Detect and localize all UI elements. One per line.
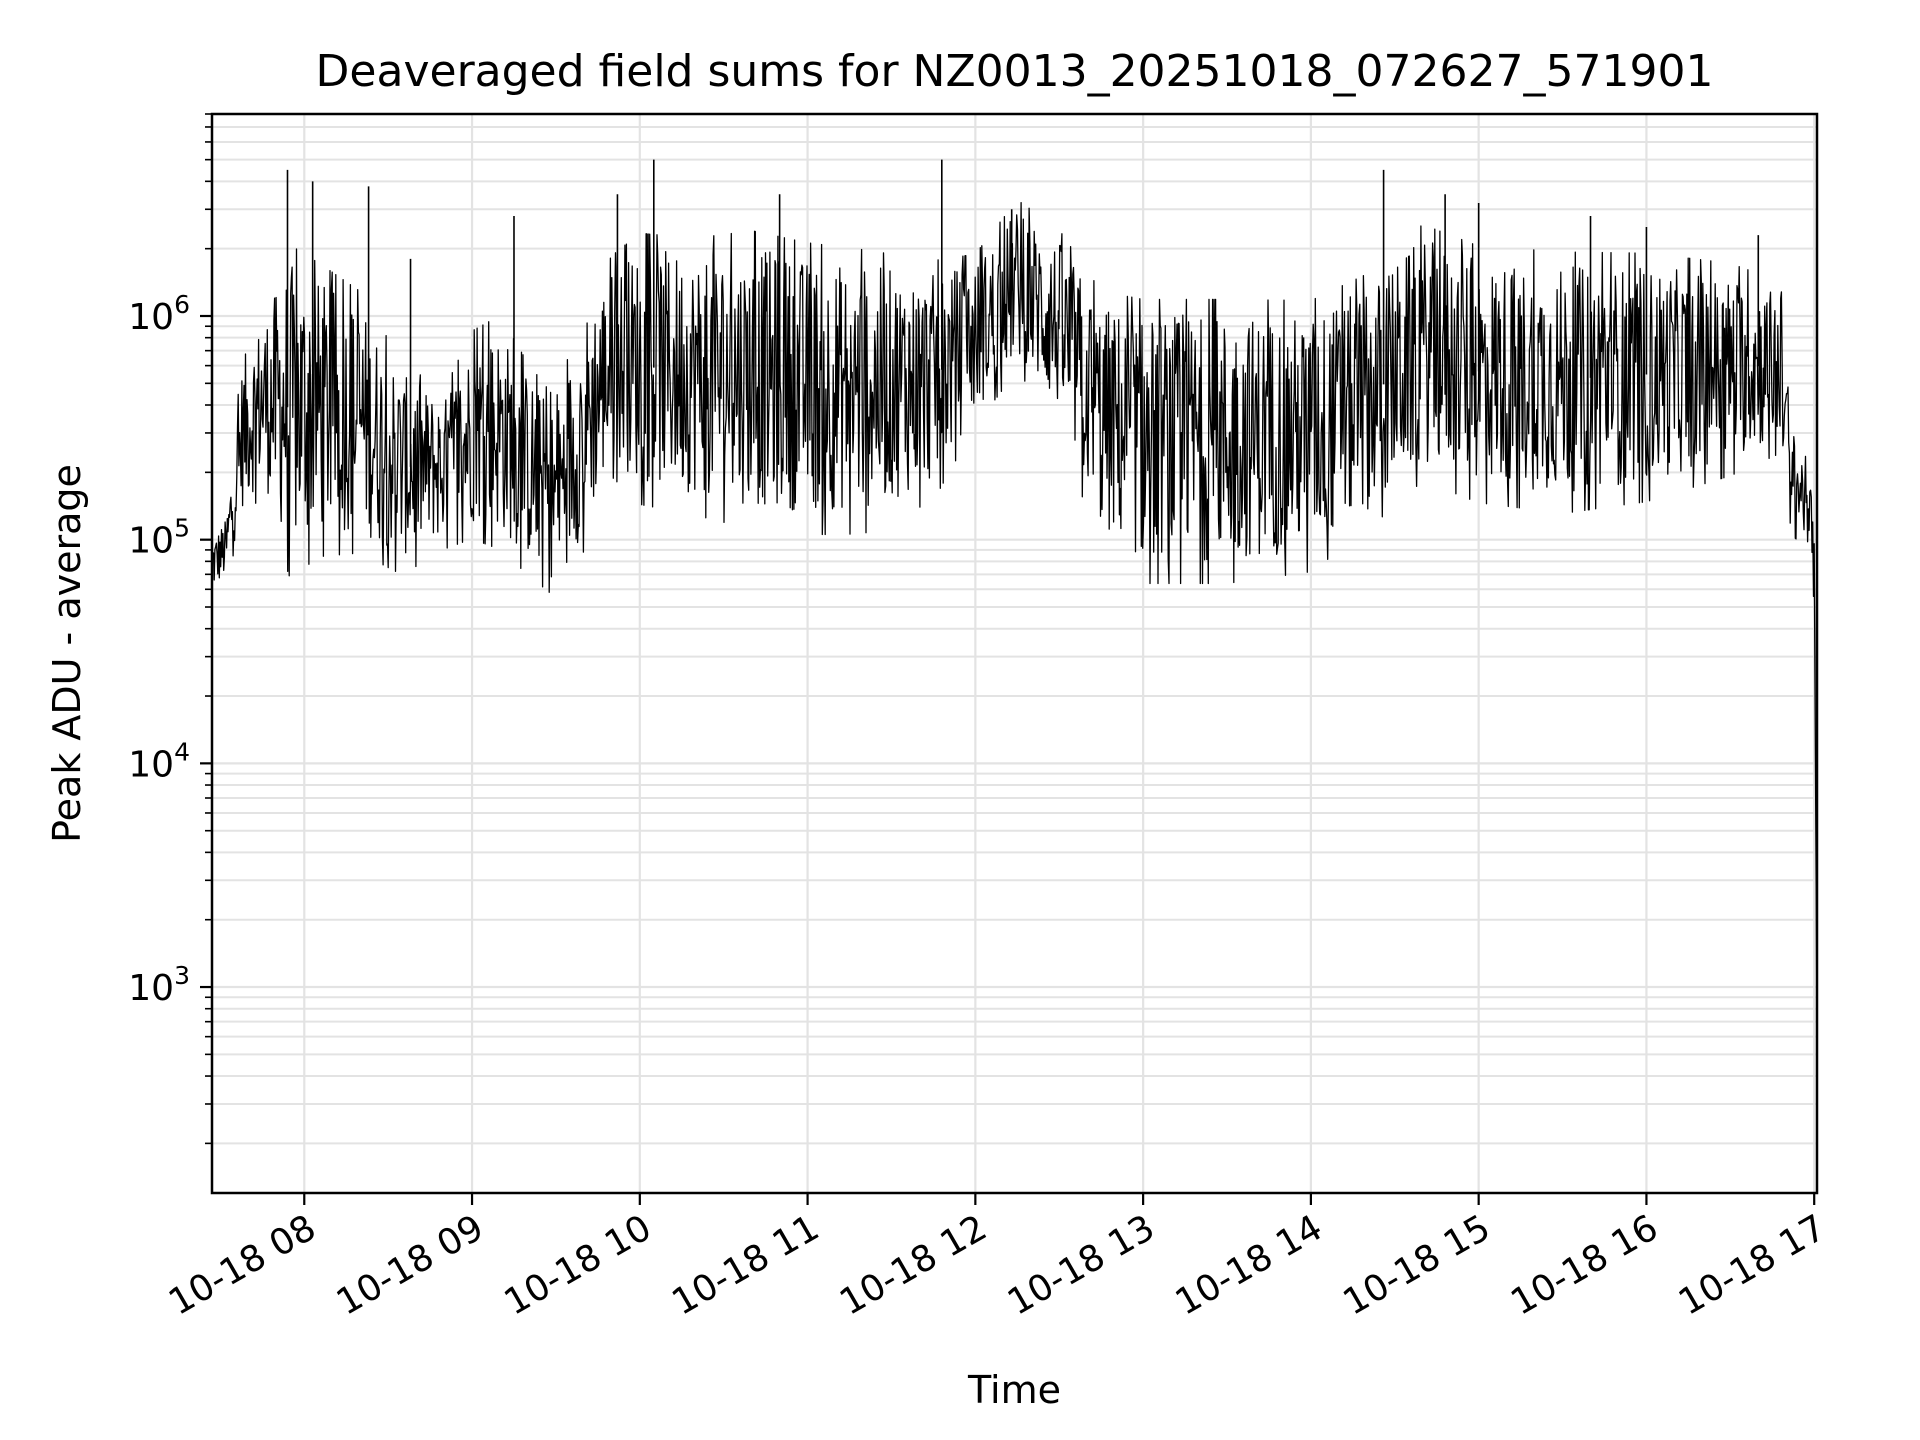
- y-tick-label: 103: [128, 961, 190, 1009]
- x-tick-label: 10-18 09: [330, 1207, 491, 1323]
- plot-frame: [210, 112, 1819, 1195]
- x-tick-label: 10-18 12: [833, 1207, 994, 1323]
- grid: [212, 113, 1817, 1193]
- x-tick-label: 10-18 10: [498, 1207, 659, 1323]
- series-layer: [211, 159, 1818, 1037]
- x-tick-label: 10-18 08: [162, 1207, 323, 1323]
- x-tick-label: 10-18 11: [665, 1207, 826, 1323]
- y-axis-label: Peak ADU - average: [45, 464, 89, 843]
- chart-title: Deaveraged field sums for NZ0013_2025101…: [316, 46, 1714, 97]
- y-tick-label: 105: [128, 514, 190, 562]
- y-tick-label: 106: [128, 290, 190, 338]
- x-tick-label: 10-18 16: [1504, 1207, 1665, 1323]
- x-tick-label: 10-18 17: [1672, 1207, 1833, 1323]
- x-tick-label: 10-18 15: [1336, 1207, 1497, 1323]
- x-tick-label: 10-18 13: [1001, 1207, 1162, 1323]
- y-tick-label: 104: [128, 737, 190, 785]
- x-tick-label: 10-18 14: [1169, 1207, 1330, 1323]
- x-axis-label: Time: [967, 1368, 1061, 1412]
- series-line: [211, 201, 1818, 1037]
